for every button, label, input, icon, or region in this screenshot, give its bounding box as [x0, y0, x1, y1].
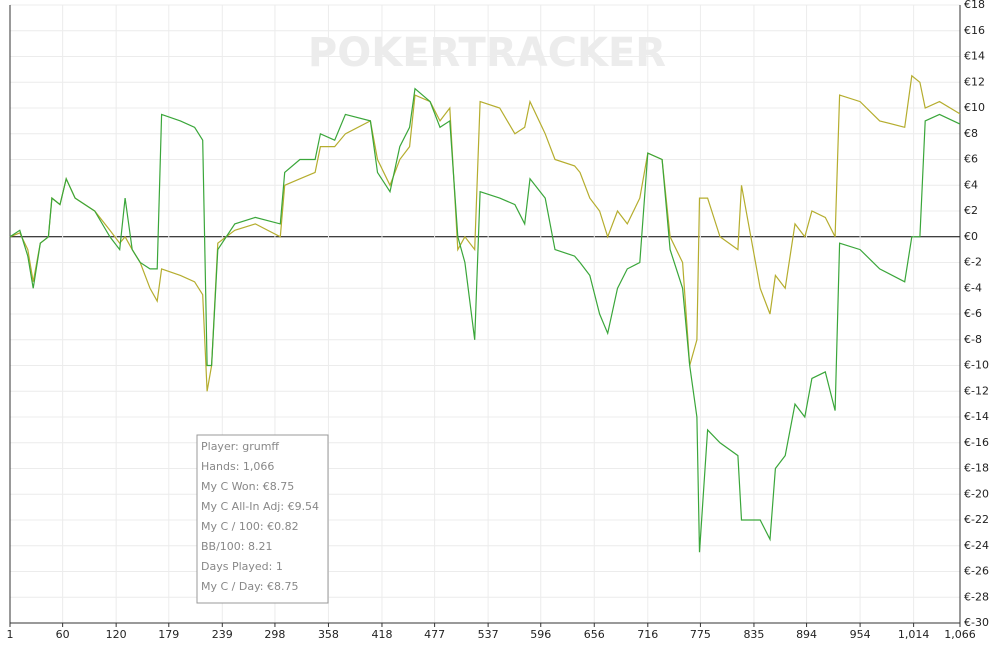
y-tick-label: €-20: [964, 487, 989, 500]
x-tick-label: 120: [106, 628, 127, 641]
y-tick-label: €-30: [964, 616, 989, 629]
series-line: [9, 87, 961, 553]
y-tick-label: €-18: [964, 462, 989, 475]
x-tick-label: 1: [7, 628, 14, 641]
x-tick-label: 894: [796, 628, 817, 641]
y-tick-label: €0: [964, 230, 978, 243]
x-tick-label: 418: [371, 628, 392, 641]
x-tick-label: 60: [56, 628, 70, 641]
x-tick-label: 477: [424, 628, 445, 641]
y-tick-label: €-8: [964, 333, 982, 346]
info-text: Hands: 1,066: [201, 460, 274, 473]
y-tick-label: €-22: [964, 513, 989, 526]
x-tick-label: 656: [584, 628, 605, 641]
y-tick-label: €12: [964, 75, 985, 88]
info-text: BB/100: 8.21: [201, 540, 273, 553]
info-text: My C / Day: €8.75: [201, 580, 299, 593]
x-tick-label: 716: [637, 628, 658, 641]
y-tick-label: €-26: [964, 565, 989, 578]
info-text: My C Won: €8.75: [201, 480, 294, 493]
x-tick-label: 179: [158, 628, 179, 641]
x-tick-label: 358: [318, 628, 339, 641]
y-tick-label: €-12: [964, 384, 989, 397]
watermark: POKERTRACKER: [308, 30, 666, 76]
x-tick-label: 239: [212, 628, 233, 641]
y-tick-label: €-10: [964, 359, 989, 372]
y-tick-label: €-2: [964, 256, 982, 269]
y-tick-label: €16: [964, 24, 985, 37]
y-tick-label: €6: [964, 153, 978, 166]
y-tick-label: €2: [964, 204, 978, 217]
x-tick-label: 596: [530, 628, 551, 641]
info-box: [196, 434, 329, 604]
x-tick-label: 775: [690, 628, 711, 641]
y-tick-label: €-16: [964, 436, 989, 449]
y-tick-label: €-24: [964, 539, 989, 552]
x-tick-label: 298: [264, 628, 285, 641]
x-tick-label: 954: [850, 628, 871, 641]
y-tick-label: €10: [964, 101, 985, 114]
y-tick-label: €-28: [964, 590, 989, 603]
x-tick-label: 1,014: [898, 628, 930, 641]
x-tick-label: 537: [478, 628, 499, 641]
x-tick-label: 1,066: [944, 628, 976, 641]
y-tick-label: €-4: [964, 281, 982, 294]
y-tick-label: €-6: [964, 307, 982, 320]
info-text: Days Played: 1: [201, 560, 283, 573]
y-tick-label: €-14: [964, 410, 989, 423]
info-text: My C All-In Adj: €9.54: [201, 500, 319, 513]
y-tick-label: €4: [964, 178, 978, 191]
info-text: My C / 100: €0.82: [201, 520, 299, 533]
y-tick-label: €14: [964, 50, 985, 63]
x-tick-label: 835: [743, 628, 764, 641]
y-tick-label: €8: [964, 127, 978, 140]
info-text: Player: grumff: [201, 440, 279, 453]
y-tick-label: €18: [964, 0, 985, 11]
